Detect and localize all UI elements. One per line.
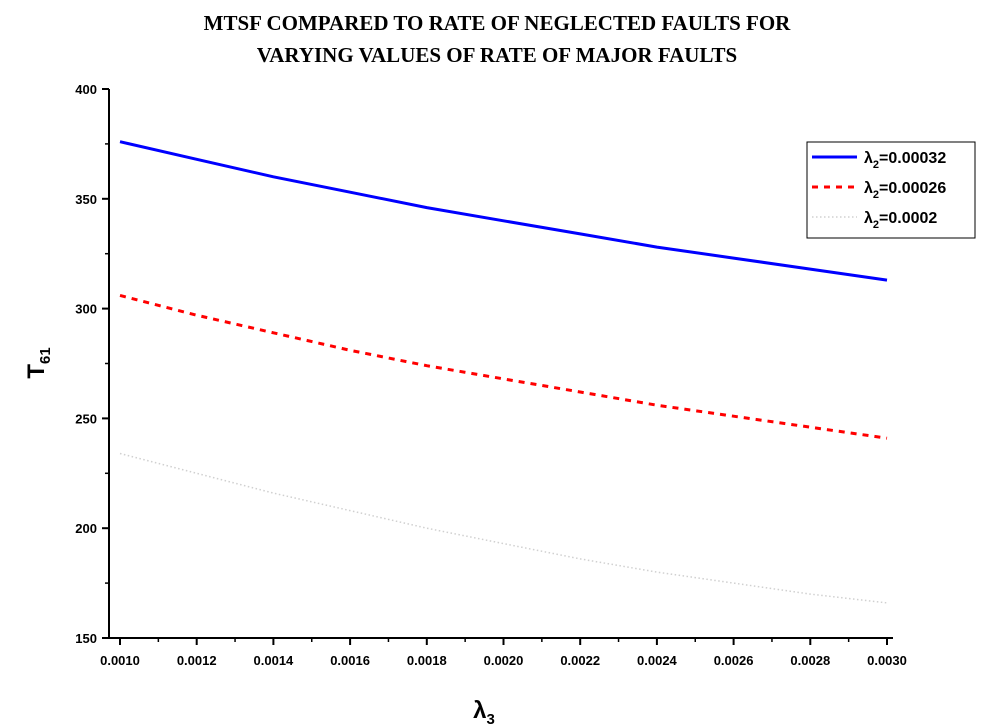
y-tick-label: 300 (75, 302, 97, 317)
x-tick-label: 0.0028 (790, 653, 830, 668)
x-axis-label-main: λ (473, 697, 486, 724)
x-tick-label: 0.0022 (560, 653, 600, 668)
legend-label-main: λ (864, 150, 873, 167)
y-axis-label-main: T (23, 364, 50, 379)
x-axis: 0.0010 0.0012 0.0014 0.0016 0.0018 0.0020 0.00… (100, 638, 907, 668)
legend-label-value: =0.0002 (879, 210, 937, 227)
legend-label-2: λ2=0.00026 (864, 180, 946, 201)
x-tick-label: 0.0020 (484, 653, 524, 668)
x-tick-label: 0.0010 (100, 653, 140, 668)
x-tick-label: 0.0016 (330, 653, 370, 668)
legend-label-sub: 2 (873, 219, 879, 231)
plot-frame (108, 89, 893, 639)
legend-label-sub: 2 (873, 159, 879, 171)
x-axis-label-sub: 3 (487, 711, 495, 727)
y-axis: 150 200 250 300 350 400 (75, 82, 109, 646)
legend-label-value: =0.00032 (879, 150, 946, 167)
y-tick-label: 150 (75, 631, 97, 646)
y-axis-label-sub: 61 (37, 347, 54, 364)
x-tick-label: 0.0014 (254, 653, 295, 668)
y-tick-label: 200 (75, 521, 97, 536)
series-line-2 (119, 293, 888, 440)
legend-label-3: λ2=0.0002 (864, 210, 937, 231)
legend-label-main: λ (864, 210, 873, 227)
legend-label-1: λ2=0.00032 (864, 150, 946, 171)
series-lines (119, 140, 888, 604)
y-axis-label: T61 (23, 347, 54, 378)
chart-title-line-1: MTSF COMPARED TO RATE OF NEGLECTED FAULT… (204, 11, 792, 35)
x-tick-label: 0.0024 (637, 653, 678, 668)
y-tick-label: 350 (75, 192, 97, 207)
x-tick-label: 0.0018 (407, 653, 447, 668)
x-tick-label: 0.0012 (177, 653, 217, 668)
series-line-3 (119, 452, 888, 604)
legend-label-main: λ (864, 180, 873, 197)
y-tick-label: 400 (75, 82, 97, 97)
series-line-1 (119, 140, 888, 282)
legend-label-value: =0.00026 (879, 180, 946, 197)
x-tick-label: 0.0026 (714, 653, 754, 668)
legend-box (806, 141, 976, 239)
y-tick-label: 250 (75, 411, 97, 426)
legend-label-sub: 2 (873, 189, 879, 201)
x-tick-label: 0.0030 (867, 653, 907, 668)
x-axis-label: λ3 (473, 697, 495, 727)
chart-title-line-2: VARYING VALUES OF RATE OF MAJOR FAULTS (257, 43, 737, 67)
